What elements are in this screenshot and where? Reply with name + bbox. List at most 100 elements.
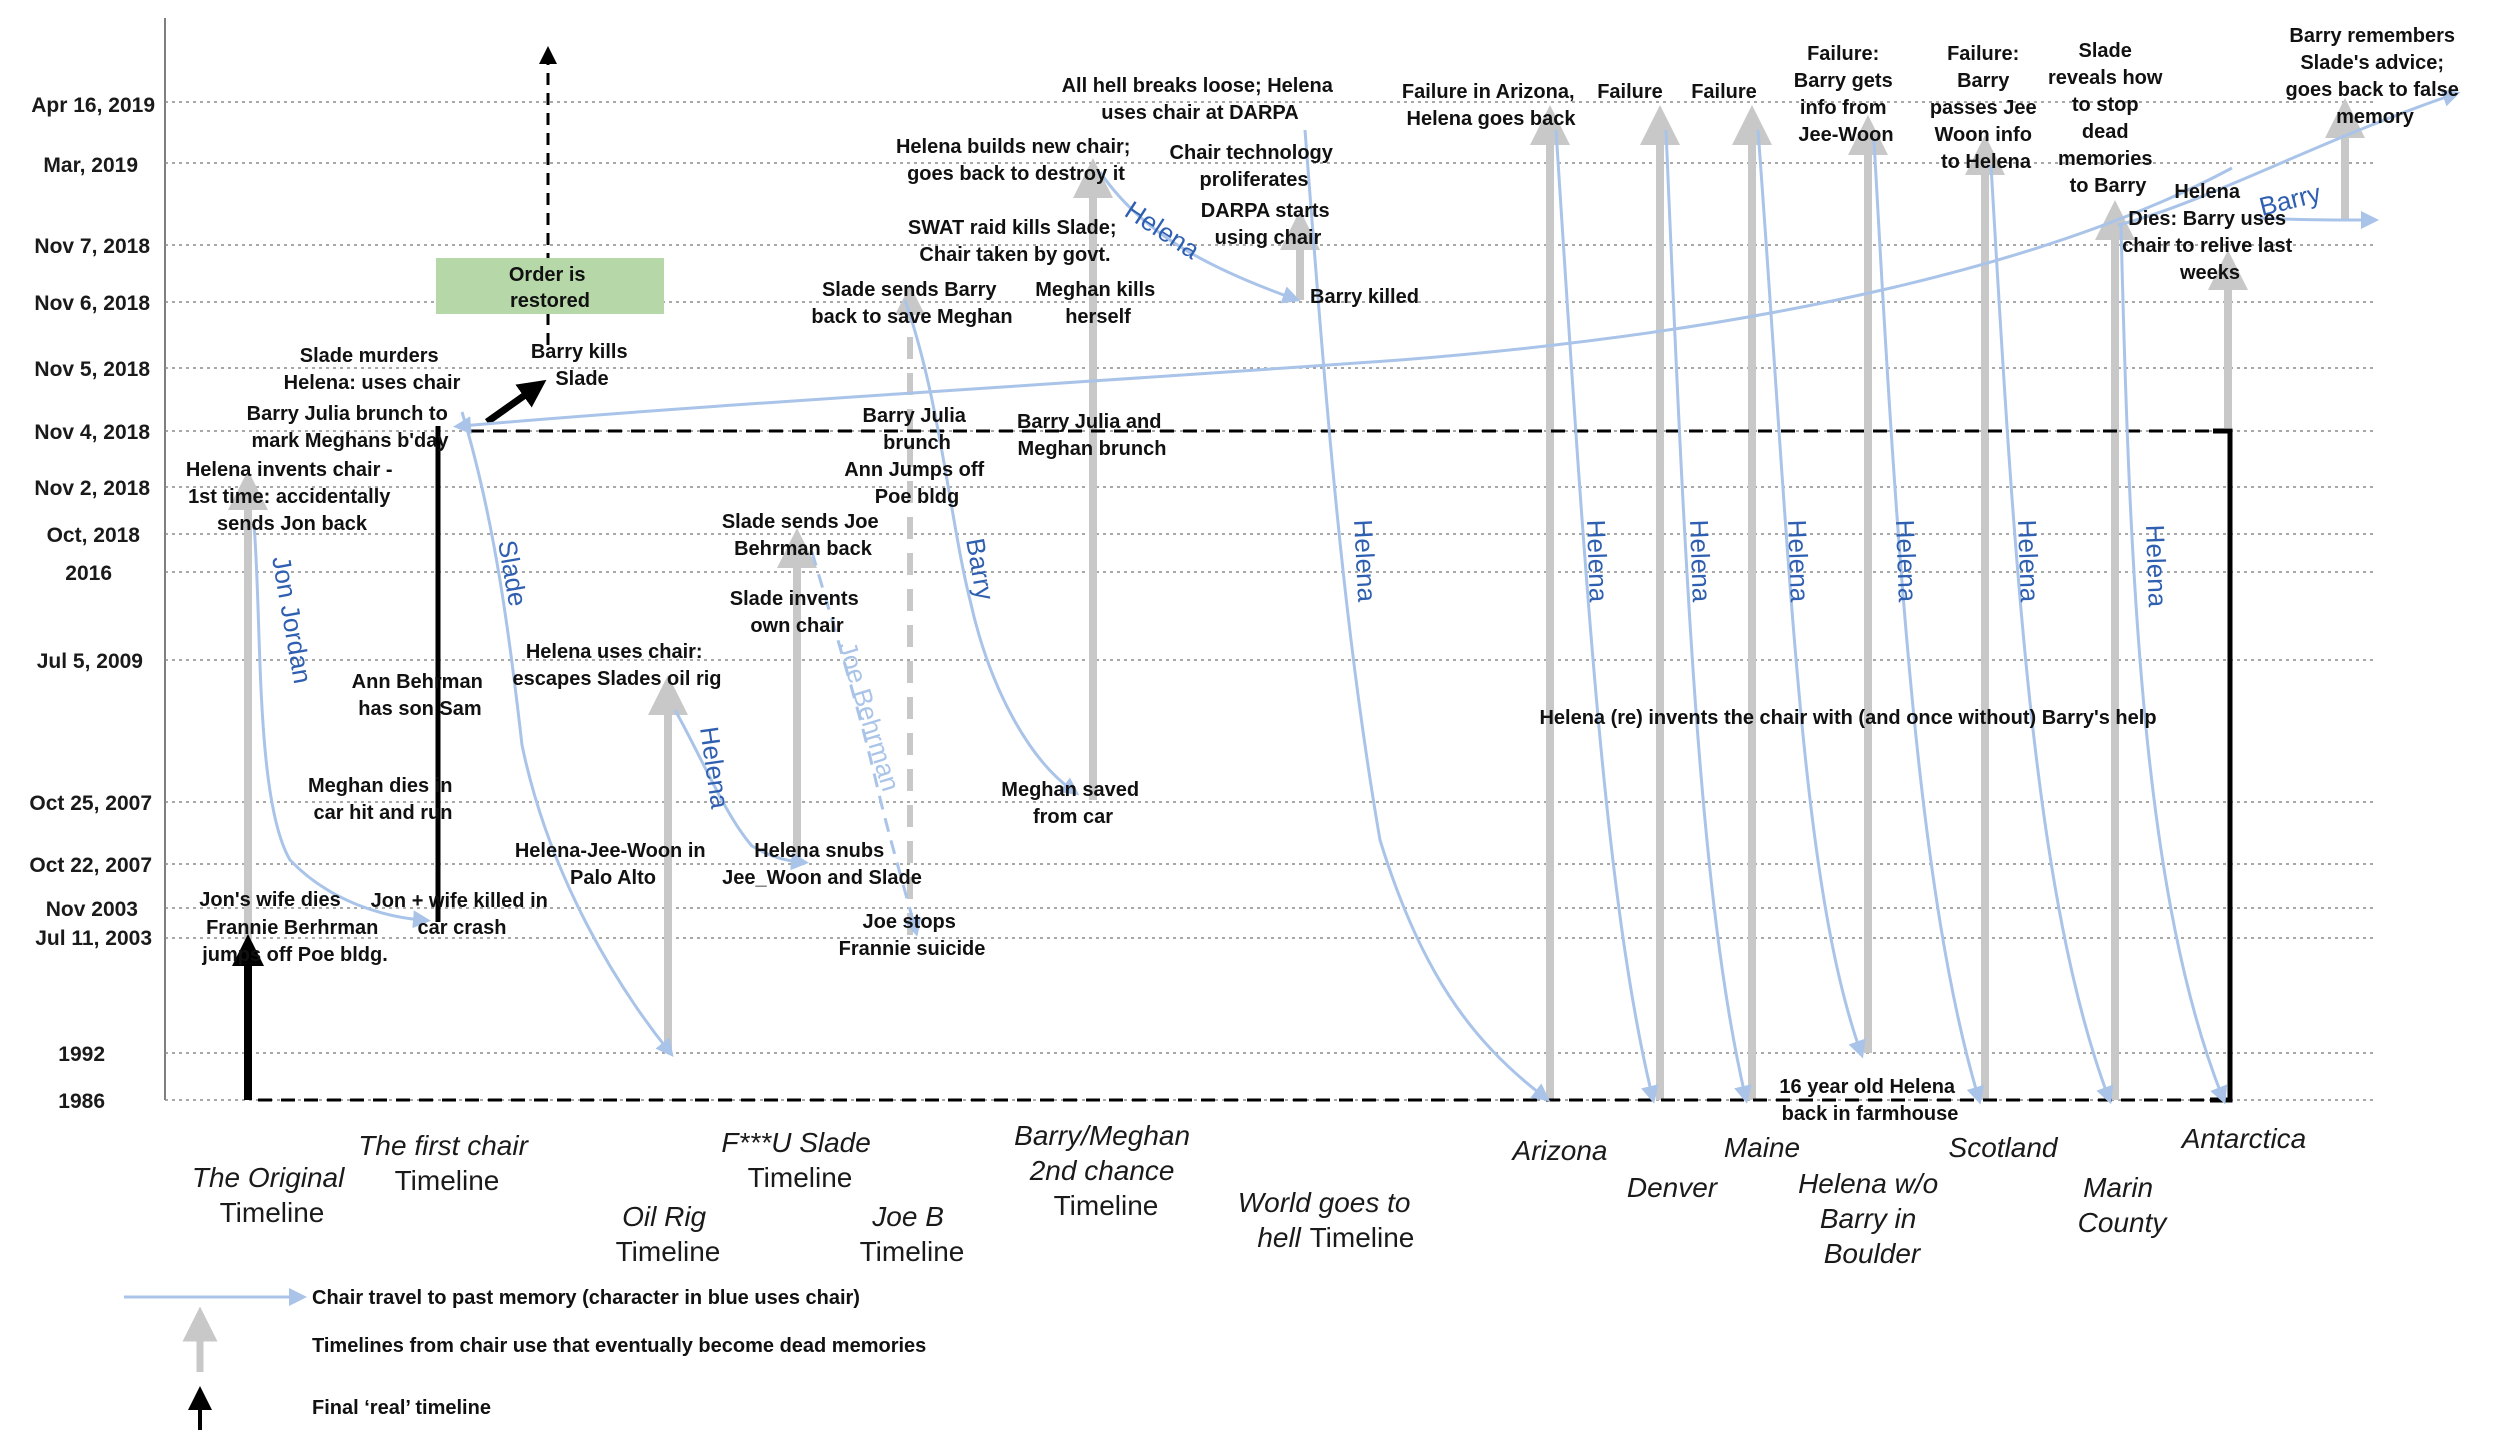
y-label: Nov 6, 2018 xyxy=(34,292,150,315)
event-failure-boulder: Failure: Barry gets info from Jee-Woon xyxy=(1794,43,1899,146)
legend-blue-label: Chair travel to past memory (character i… xyxy=(312,1287,860,1309)
blue-curve-helena-maine xyxy=(1756,129,1866,1059)
blue-curve-helena-oil-rig xyxy=(673,709,809,871)
black-arrow-barry-kills xyxy=(484,379,547,425)
blue-curve-jon-jordan xyxy=(252,524,431,929)
timeline-maine: Maine xyxy=(1724,1132,1800,1163)
timeline-original: The Original Timeline xyxy=(192,1162,352,1228)
y-label: Nov 4, 2018 xyxy=(34,421,150,444)
event-barry-julia-bday: Barry Julia brunch to mark Meghans b'day xyxy=(247,403,454,452)
timeline-arizona: Arizona xyxy=(1511,1135,1608,1166)
blue-curve-helena-marin xyxy=(2119,224,2228,1105)
timeline-oil-rig: Oil Rig Timeline xyxy=(616,1201,721,1267)
event-swat-raid: SWAT raid kills Slade; Chair taken by go… xyxy=(908,217,1122,266)
blue-curve-barry-tail xyxy=(2259,210,2379,229)
black-final-timeline xyxy=(232,46,2233,1103)
event-all-hell: All hell breaks loose; Helena uses chair… xyxy=(1062,75,1339,124)
blue-curve-helena-scotland xyxy=(1989,164,2114,1105)
timeline-marin: Marin County xyxy=(2078,1172,2169,1238)
event-order-restored: Order is restored xyxy=(509,264,591,312)
path-label-barry: Barry xyxy=(960,536,1000,602)
y-label: Nov 7, 2018 xyxy=(34,235,150,258)
path-label-helena-darpa: Helena xyxy=(1120,195,1206,265)
y-label: Oct 25, 2007 xyxy=(29,792,152,815)
timeline-first-chair: The first chair Timeline xyxy=(358,1130,535,1196)
y-label: Jul 11, 2003 xyxy=(35,927,152,950)
blue-chair-travel xyxy=(252,89,2461,1105)
event-helena-invents: Helena invents chair - 1st time: acciden… xyxy=(186,459,398,535)
event-barry-killed: Barry killed xyxy=(1310,286,1419,308)
order-restored-box xyxy=(436,258,664,314)
event-joe-stops: Joe stops Frannie suicide xyxy=(839,911,986,960)
event-meghan-saved: Meghan saved from car xyxy=(1001,779,1144,828)
timeline-antarctica: Antarctica xyxy=(2180,1123,2307,1154)
event-barry-julia-brunch: Barry Julia brunch xyxy=(863,405,972,454)
y-label: Mar, 2019 xyxy=(43,154,138,177)
y-label: Apr 16, 2019 xyxy=(31,94,155,117)
blue-curve-barry-meghan xyxy=(903,299,1080,796)
path-label-helena-scotland: Helena xyxy=(2012,519,2045,603)
path-label-helena-oil: Helena xyxy=(694,725,735,811)
path-label-helena-world: Helena xyxy=(1348,519,1382,603)
event-helena-jee-woon: Helena-Jee-Woon in Palo Alto xyxy=(515,840,711,889)
blue-curve-helena-az xyxy=(1554,129,1659,1104)
event-slade-murders: Slade murders Helena: uses chair xyxy=(284,345,461,394)
legend: Chair travel to past memory (character i… xyxy=(124,1287,926,1430)
timeline-boulder: Helena w/o Barry in Boulder xyxy=(1798,1168,1946,1269)
event-frannie: Frannie Berhrman jumps off Poe bldg. xyxy=(201,917,388,966)
timeline-world-hell: World goes to hell Timeline xyxy=(1238,1187,1419,1253)
path-label-joe-behrman: Joe Behrman xyxy=(832,638,906,795)
event-darpa: DARPA starts using chair xyxy=(1201,200,1335,249)
path-label-jon-jordan: Jon Jordan xyxy=(266,554,318,686)
event-helena-builds: Helena builds new chair; goes back to de… xyxy=(896,136,1136,185)
event-helena-dies: Helena Dies: Barry uses chair to relive … xyxy=(2122,181,2298,284)
event-helena-16: 16 year old Helena back in farmhouse xyxy=(1779,1076,1960,1125)
path-label-helena-boulder: Helena xyxy=(1890,519,1923,603)
timeline-barry-meghan: Barry/Meghan 2nd chance Timeline xyxy=(1014,1120,1198,1221)
event-failure-scotland: Failure: Barry passes Jee Woon info to H… xyxy=(1930,43,2042,173)
event-slade-sends-barry: Slade sends Barry back to save Meghan xyxy=(811,279,1012,328)
event-slade-invents: Slade invents own chair xyxy=(730,588,865,637)
blue-curve-joe-behrman xyxy=(810,551,922,937)
event-failure-arizona: Failure in Arizona, Helena goes back xyxy=(1402,81,1580,130)
y-label: Nov 5, 2018 xyxy=(34,358,150,381)
y-label: Jul 5, 2009 xyxy=(37,650,143,673)
path-label-helena-marin: Helena xyxy=(2140,524,2173,608)
event-barry-remembers: Barry remembers Slade's advice; goes bac… xyxy=(2286,25,2465,128)
y-axis-labels: Apr 16, 2019 Mar, 2019 Nov 7, 2018 Nov 6… xyxy=(29,94,155,1113)
timeline-fu-slade: F***U Slade Timeline xyxy=(721,1127,878,1193)
event-ann-jumps: Ann Jumps off Poe bldg xyxy=(844,459,990,508)
blue-curve-helena-denver xyxy=(1664,129,1752,1104)
path-label-helena-az: Helena xyxy=(1581,519,1614,603)
event-helena-reinvents: Helena (re) invents the chair with (and … xyxy=(1539,707,2156,729)
event-chair-tech: Chair technology proliferates xyxy=(1170,142,1339,191)
event-jon-wife-killed: Jon + wife killed in car crash xyxy=(371,890,554,939)
event-failure-maine: Failure xyxy=(1691,81,1757,103)
path-label-slade: Slade xyxy=(492,538,533,609)
blue-curve-barry-final xyxy=(2117,89,2461,227)
event-barry-kills-slade: Barry kills Slade xyxy=(531,341,633,390)
blue-curve-helena-boulder xyxy=(1872,139,1985,1105)
y-label: Oct, 2018 xyxy=(47,524,141,547)
y-label: Nov 2, 2018 xyxy=(34,477,150,500)
black-antarctica-bracket xyxy=(2210,428,2233,1103)
y-label: Oct 22, 2007 xyxy=(29,854,152,877)
timeline-joe-b: Joe B Timeline xyxy=(860,1201,965,1267)
event-jons-wife-dies: Jon's wife dies xyxy=(199,889,340,911)
event-failure-denver: Failure xyxy=(1597,81,1663,103)
timeline-denver: Denver xyxy=(1627,1172,1719,1203)
event-barry-julia-meghan: Barry Julia and Meghan brunch xyxy=(1017,411,1167,460)
path-label-helena-denver: Helena xyxy=(1684,519,1717,603)
timeline-scotland: Scotland xyxy=(1949,1132,2059,1163)
event-meghan-dies: Meghan dies in car hit and run xyxy=(308,775,458,824)
event-ann-son: Ann Behrman has son Sam xyxy=(352,671,489,720)
legend-black-label: Final ‘real’ timeline xyxy=(312,1397,491,1419)
blue-curve-helena-darpa xyxy=(1098,171,1301,304)
gray-timeline-arrows xyxy=(228,98,2365,1100)
y-label: 1992 xyxy=(58,1043,105,1066)
blue-curve-slade xyxy=(460,411,674,1058)
blue-curve-helena-world xyxy=(1303,129,1551,1102)
y-label: 1986 xyxy=(58,1090,105,1113)
legend-gray-label: Timelines from chair use that eventually… xyxy=(312,1335,926,1357)
